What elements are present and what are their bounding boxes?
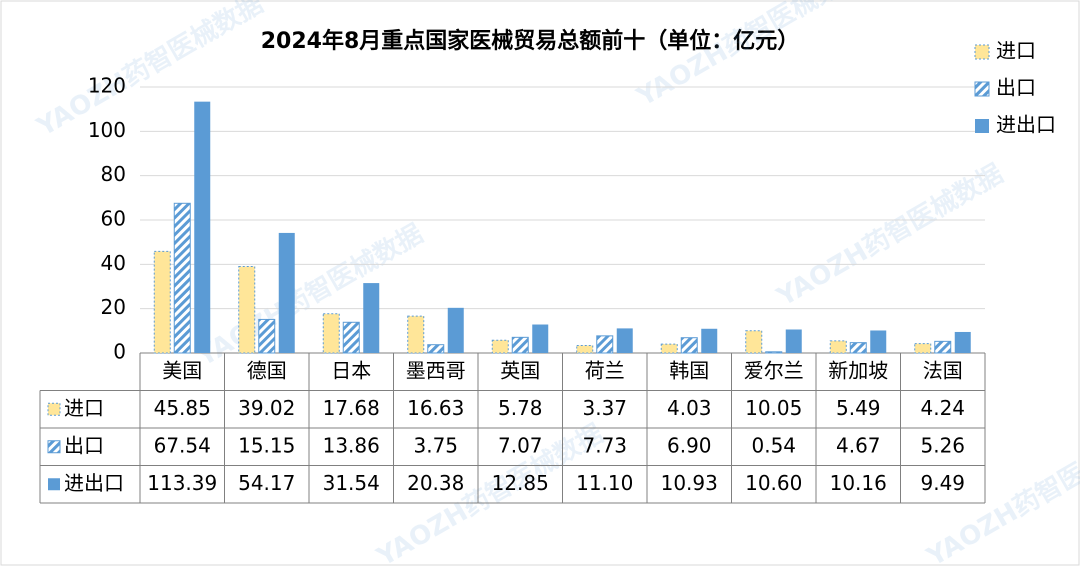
bar (491, 339, 509, 354)
table-cell: 113.39 (147, 471, 217, 495)
x-tick-label: 英国 (500, 358, 540, 382)
y-tick-label: 100 (88, 118, 126, 142)
bar (363, 283, 380, 353)
table-cell: 20.38 (407, 471, 464, 495)
bar (427, 344, 445, 354)
bar (447, 307, 464, 353)
bar (914, 343, 932, 354)
bar (532, 324, 549, 353)
bar (238, 266, 256, 354)
table-cell: 13.86 (323, 433, 380, 457)
legend-key (974, 81, 990, 97)
chart-title: 2024年8月重点国家医械贸易总额前十（单位：亿元） (261, 28, 800, 54)
y-tick-label: 120 (88, 74, 126, 98)
x-tick-label: 美国 (162, 358, 202, 382)
table-cell: 7.73 (582, 433, 627, 457)
table-cell: 11.10 (576, 471, 633, 495)
table-cell: 12.85 (492, 471, 549, 495)
x-tick-label: 法国 (923, 358, 963, 382)
table-cell: 5.49 (836, 396, 881, 420)
table-cell: 0.54 (751, 433, 796, 457)
bar (745, 330, 763, 354)
table-cell: 39.02 (238, 396, 295, 420)
table-cell: 16.63 (407, 396, 464, 420)
legend-key (975, 119, 989, 133)
x-tick-label: 德国 (247, 358, 287, 382)
x-tick-label: 荷兰 (585, 358, 625, 382)
bar (278, 232, 295, 353)
y-tick-label: 40 (101, 251, 126, 275)
bar (407, 315, 425, 354)
table-row-label: 进口 (64, 396, 104, 420)
table-cell: 5.26 (920, 433, 965, 457)
y-tick-label: 20 (101, 295, 126, 319)
bar (153, 250, 171, 354)
bar (342, 321, 360, 354)
table-cell: 3.75 (413, 433, 458, 457)
bar (322, 313, 340, 354)
bar (576, 345, 594, 354)
bar (701, 328, 718, 353)
bar (616, 328, 633, 353)
x-tick-label: 韩国 (669, 358, 709, 382)
x-tick-label: 日本 (331, 358, 371, 382)
table-row-label: 出口 (64, 433, 104, 457)
table-cell: 10.93 (661, 471, 718, 495)
bar (680, 337, 698, 354)
bar (194, 101, 211, 354)
table-cell: 4.03 (667, 396, 712, 420)
table-cell: 6.90 (667, 433, 712, 457)
bar (765, 351, 783, 354)
bar (829, 340, 847, 354)
y-tick-label: 0 (113, 340, 126, 364)
table-cell: 31.54 (323, 471, 380, 495)
table-cell: 4.24 (920, 396, 965, 420)
bar (849, 342, 867, 354)
table-row-label: 进出口 (64, 471, 124, 495)
bar (785, 329, 802, 353)
table-cell: 67.54 (154, 433, 211, 457)
legend-key (47, 440, 61, 454)
bar (596, 335, 614, 354)
bar (258, 318, 276, 354)
bar (870, 330, 887, 353)
legend-label: 进出口 (996, 113, 1056, 137)
table-cell: 10.60 (745, 471, 802, 495)
bar (954, 331, 971, 353)
table-cell: 15.15 (238, 433, 295, 457)
y-tick-label: 60 (101, 207, 126, 231)
table-cell: 10.05 (745, 396, 802, 420)
table-cell: 3.37 (582, 396, 627, 420)
legend-key (48, 478, 60, 491)
y-tick-label: 80 (101, 162, 126, 186)
legend-key (47, 402, 61, 416)
table-cell: 9.49 (920, 471, 965, 495)
table-cell: 5.78 (498, 396, 543, 420)
legend-label: 出口 (996, 76, 1036, 100)
bar (173, 202, 191, 354)
table-cell: 45.85 (154, 396, 211, 420)
x-tick-label: 爱尔兰 (744, 358, 804, 382)
x-tick-label: 新加坡 (828, 358, 888, 382)
legend-key (974, 44, 990, 60)
table-cell: 4.67 (836, 433, 881, 457)
bar (511, 336, 529, 354)
table-cell: 54.17 (238, 471, 295, 495)
table-cell: 10.16 (830, 471, 887, 495)
legend-label: 进口 (996, 39, 1036, 63)
bar (934, 340, 952, 354)
bar (660, 343, 678, 354)
table-cell: 17.68 (323, 396, 380, 420)
x-tick-label: 墨西哥 (406, 358, 466, 382)
table-cell: 7.07 (498, 433, 543, 457)
